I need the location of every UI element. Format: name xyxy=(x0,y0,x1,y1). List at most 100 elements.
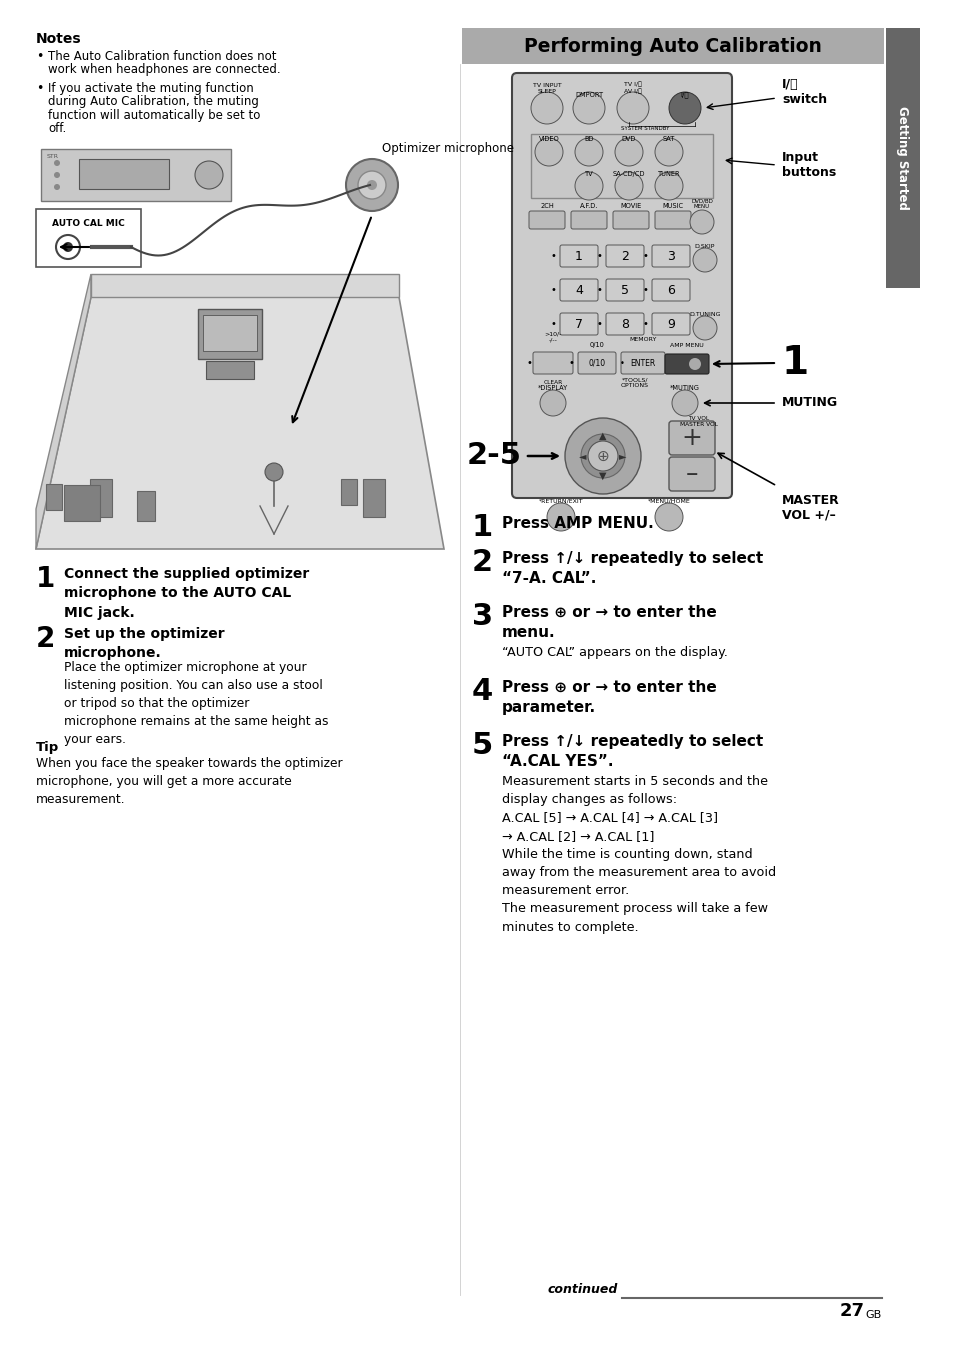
Circle shape xyxy=(56,235,80,260)
Text: MASTER
VOL +/–: MASTER VOL +/– xyxy=(781,493,839,522)
Text: •: • xyxy=(641,285,647,295)
Circle shape xyxy=(54,172,60,178)
Text: 5: 5 xyxy=(620,284,628,297)
Circle shape xyxy=(668,92,700,124)
FancyBboxPatch shape xyxy=(571,211,606,228)
Circle shape xyxy=(575,172,602,200)
FancyBboxPatch shape xyxy=(578,352,616,375)
Text: 6: 6 xyxy=(666,284,674,297)
Text: *RETURN/EXIT: *RETURN/EXIT xyxy=(538,499,582,503)
Text: •: • xyxy=(567,358,574,368)
Text: VIDEO: VIDEO xyxy=(538,137,558,142)
Text: TV I/⏻
AV I/⏻: TV I/⏻ AV I/⏻ xyxy=(623,82,641,95)
Circle shape xyxy=(580,434,624,479)
Circle shape xyxy=(587,441,618,470)
Text: ►: ► xyxy=(618,452,626,461)
FancyBboxPatch shape xyxy=(651,245,689,266)
FancyBboxPatch shape xyxy=(559,314,598,335)
FancyBboxPatch shape xyxy=(664,354,708,375)
Circle shape xyxy=(575,138,602,166)
Text: TV VOL
MASTER VOL: TV VOL MASTER VOL xyxy=(679,416,718,427)
Text: Press ↑/↓ repeatedly to select
“A.CAL YES”.: Press ↑/↓ repeatedly to select “A.CAL YE… xyxy=(501,734,762,769)
Circle shape xyxy=(531,92,562,124)
Text: Press ⊕ or → to enter the
parameter.: Press ⊕ or → to enter the parameter. xyxy=(501,680,716,715)
FancyBboxPatch shape xyxy=(137,491,154,521)
Text: TV: TV xyxy=(584,170,593,177)
Text: ◄: ◄ xyxy=(578,452,586,461)
Text: *MUTING: *MUTING xyxy=(669,385,700,391)
Circle shape xyxy=(367,180,376,191)
Text: 0/10: 0/10 xyxy=(588,360,605,368)
Text: Place the optimizer microphone at your
listening position. You can also use a st: Place the optimizer microphone at your l… xyxy=(64,661,328,746)
Text: DVD/BD
MENU: DVD/BD MENU xyxy=(690,199,712,210)
Text: 1: 1 xyxy=(472,512,493,542)
Text: Notes: Notes xyxy=(36,32,82,46)
Text: 0/10: 0/10 xyxy=(589,342,604,347)
Circle shape xyxy=(546,503,575,531)
Circle shape xyxy=(617,92,648,124)
Text: 4: 4 xyxy=(472,677,493,706)
Text: 4: 4 xyxy=(575,284,582,297)
Text: •: • xyxy=(596,319,601,329)
FancyBboxPatch shape xyxy=(46,484,62,510)
FancyBboxPatch shape xyxy=(198,310,262,360)
Text: MOVIE: MOVIE xyxy=(619,203,641,210)
Text: 2: 2 xyxy=(472,548,493,577)
Text: “AUTO CAL” appears on the display.: “AUTO CAL” appears on the display. xyxy=(501,646,727,658)
Text: D.TUNING: D.TUNING xyxy=(688,312,720,316)
Polygon shape xyxy=(91,274,398,297)
Circle shape xyxy=(346,160,397,211)
Polygon shape xyxy=(36,274,91,549)
Text: •: • xyxy=(550,319,556,329)
Text: off.: off. xyxy=(48,123,66,135)
Text: SAT: SAT xyxy=(662,137,675,142)
Text: *TOOLS/
OPTIONS: *TOOLS/ OPTIONS xyxy=(620,377,648,388)
Text: •: • xyxy=(550,285,556,295)
Circle shape xyxy=(615,172,642,200)
Circle shape xyxy=(692,247,717,272)
Text: Press ⊕ or → to enter the
menu.: Press ⊕ or → to enter the menu. xyxy=(501,604,716,641)
Text: DVD: DVD xyxy=(621,137,636,142)
Text: *MENU/HOME: *MENU/HOME xyxy=(647,499,690,503)
Text: TUNER: TUNER xyxy=(657,170,679,177)
Text: +: + xyxy=(680,426,701,450)
FancyBboxPatch shape xyxy=(363,479,385,516)
FancyBboxPatch shape xyxy=(512,73,731,498)
FancyBboxPatch shape xyxy=(203,315,256,352)
Text: Measurement starts in 5 seconds and the
display changes as follows:
A.CAL [5] → : Measurement starts in 5 seconds and the … xyxy=(501,775,776,934)
Text: A.F.D.: A.F.D. xyxy=(579,203,598,210)
FancyBboxPatch shape xyxy=(605,279,643,301)
Circle shape xyxy=(671,389,698,416)
Circle shape xyxy=(655,503,682,531)
Text: –: – xyxy=(685,462,698,485)
Text: AMP MENU: AMP MENU xyxy=(669,343,703,347)
Text: •: • xyxy=(619,358,624,368)
Circle shape xyxy=(692,316,717,339)
FancyBboxPatch shape xyxy=(668,420,714,456)
FancyBboxPatch shape xyxy=(529,211,564,228)
Text: AUTO CAL MIC: AUTO CAL MIC xyxy=(52,219,125,228)
Text: 5: 5 xyxy=(472,731,493,760)
FancyBboxPatch shape xyxy=(885,28,919,288)
Circle shape xyxy=(539,389,565,416)
Text: 7: 7 xyxy=(575,318,582,331)
Circle shape xyxy=(54,160,60,166)
Text: 9: 9 xyxy=(666,318,674,331)
Text: function will automatically be set to: function will automatically be set to xyxy=(48,110,260,122)
Text: Optimizer microphone: Optimizer microphone xyxy=(381,142,514,155)
Text: Input
buttons: Input buttons xyxy=(781,151,836,178)
Text: ⊕: ⊕ xyxy=(596,449,609,464)
Text: •: • xyxy=(641,319,647,329)
Circle shape xyxy=(63,242,73,251)
FancyBboxPatch shape xyxy=(651,279,689,301)
Text: MEMORY: MEMORY xyxy=(629,337,656,342)
Text: If you activate the muting function: If you activate the muting function xyxy=(48,82,253,95)
Text: SA-CD/CD: SA-CD/CD xyxy=(612,170,644,177)
Circle shape xyxy=(573,92,604,124)
FancyBboxPatch shape xyxy=(340,479,356,506)
Text: •: • xyxy=(525,358,532,368)
Text: during Auto Calibration, the muting: during Auto Calibration, the muting xyxy=(48,96,258,108)
FancyBboxPatch shape xyxy=(64,485,100,521)
Circle shape xyxy=(689,210,713,234)
FancyBboxPatch shape xyxy=(620,352,664,375)
